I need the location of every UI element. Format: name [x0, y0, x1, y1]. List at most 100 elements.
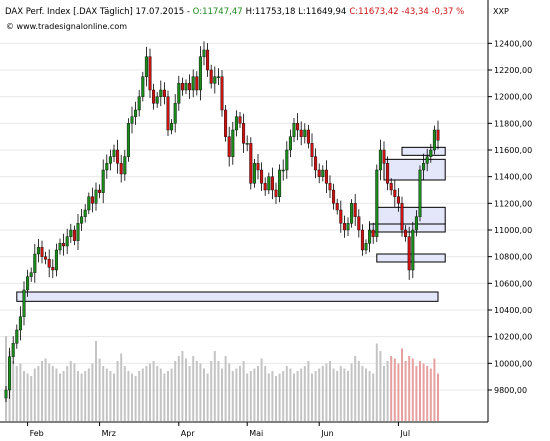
header-high-low: H:11753,18 L:11649,94 [246, 7, 347, 17]
x-tick-label: Apr [181, 429, 196, 438]
candle [152, 83, 156, 110]
candle-body [393, 189, 397, 197]
volume-bar [325, 363, 328, 421]
candle-body [224, 109, 228, 137]
candle [202, 41, 206, 66]
candle-body [350, 203, 354, 224]
candle [54, 243, 58, 277]
volume-bar [296, 371, 299, 421]
volume-bar [264, 366, 267, 421]
candle-body [216, 76, 220, 78]
volume-bar [282, 371, 285, 421]
volume-bar [361, 366, 364, 421]
volume-bar [368, 371, 371, 421]
y-tick-label: 10200,00 [494, 333, 532, 342]
candle [382, 141, 386, 172]
volume-bar [19, 363, 22, 421]
candle [256, 154, 260, 180]
candle [108, 149, 112, 171]
volume-bar [397, 363, 400, 421]
candle-body [306, 129, 310, 144]
time-axis[interactable]: Feb Mrz Apr Mai Jun Jul [27, 422, 410, 438]
volume-bar [300, 368, 303, 421]
y-tick-label: 12400,00 [494, 39, 532, 48]
volume-bar [192, 356, 195, 421]
candle [371, 222, 375, 244]
candle-body [105, 163, 109, 171]
candle-body [299, 129, 303, 137]
volume-bar [91, 363, 94, 421]
candle [346, 217, 350, 236]
volume-bar [185, 358, 187, 421]
volume-bar [174, 361, 177, 421]
volume-bar [343, 368, 346, 421]
zone-box [16, 291, 439, 302]
candle [317, 163, 321, 184]
candle [155, 92, 159, 108]
volume-bar [408, 356, 411, 421]
candle [238, 112, 242, 128]
volume-bar [170, 368, 173, 421]
volume-bar [249, 371, 252, 421]
candle [339, 200, 343, 233]
candle [274, 182, 278, 204]
candle [436, 120, 440, 150]
candle [213, 66, 217, 94]
candle [65, 228, 69, 254]
candle-body [40, 247, 44, 257]
candle [267, 172, 271, 195]
candle-body [137, 96, 141, 111]
candle-body [22, 289, 26, 317]
candle-body [198, 56, 202, 91]
volume-bar [437, 373, 439, 421]
candle [8, 347, 12, 399]
volume-bar [12, 361, 15, 421]
volume-bar [30, 376, 33, 421]
candle [231, 121, 235, 165]
candle-body [231, 129, 235, 157]
candle [350, 199, 354, 228]
candle [220, 70, 224, 117]
y-tick-label: 11200,00 [494, 199, 532, 208]
candle-body [256, 163, 260, 171]
candle-body [317, 169, 321, 177]
candle [51, 259, 55, 279]
candle-body [180, 83, 184, 91]
candle [112, 144, 116, 162]
volume-bar [123, 366, 126, 421]
volume-bar [257, 366, 259, 421]
candle [184, 79, 188, 94]
candle [432, 125, 436, 155]
candle [216, 68, 220, 86]
volume-bar [339, 366, 342, 421]
candle-body [87, 196, 91, 211]
candle [407, 226, 411, 280]
volume-bar [426, 366, 429, 421]
x-tick-label: Jul [399, 429, 410, 438]
volume-bar [69, 361, 72, 421]
candle-body [357, 216, 361, 231]
candle-body [288, 136, 292, 151]
candle [87, 192, 91, 215]
candle-body [47, 259, 51, 268]
volume-bar [318, 368, 321, 421]
volume-bar [55, 368, 58, 421]
volume-bar [15, 366, 18, 421]
candle-body [234, 116, 238, 131]
candle-body [371, 229, 375, 237]
volume-bar [329, 361, 331, 421]
candle-body [166, 96, 170, 131]
candle-body [364, 243, 368, 251]
volume-bar [26, 373, 29, 421]
volume-bar [48, 363, 51, 421]
volume-bar [98, 358, 101, 421]
candle [105, 154, 109, 179]
candle-body [33, 253, 37, 273]
volume-bar [235, 368, 238, 421]
candle [173, 94, 177, 133]
volume-bar [372, 373, 375, 421]
price-axis[interactable]: 9800,00 10000,00 10200,00 10400,00 10600,00 1… [488, 39, 532, 395]
candle [429, 143, 433, 163]
candle [418, 165, 422, 222]
